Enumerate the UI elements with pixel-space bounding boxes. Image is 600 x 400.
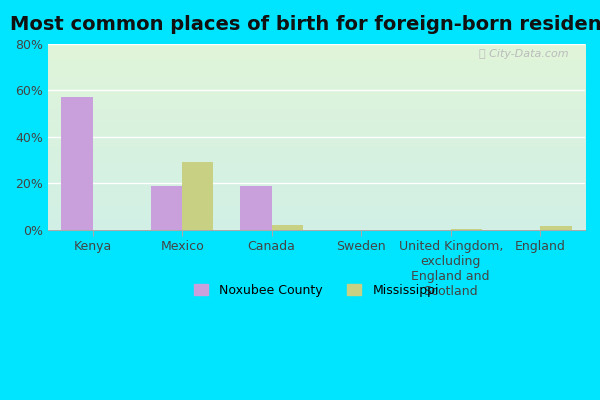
Bar [272, 225, 303, 230]
Legend: Noxubee County, Mississippi: Noxubee County, Mississippi [189, 279, 444, 302]
Bar [182, 162, 214, 230]
Bar [241, 186, 272, 230]
Bar [151, 186, 182, 230]
Bar [61, 97, 92, 230]
Bar [451, 229, 482, 230]
Text: ⓘ City-Data.com: ⓘ City-Data.com [479, 50, 569, 60]
Bar [540, 226, 572, 230]
Title: Most common places of birth for foreign-born residents: Most common places of birth for foreign-… [10, 15, 600, 34]
